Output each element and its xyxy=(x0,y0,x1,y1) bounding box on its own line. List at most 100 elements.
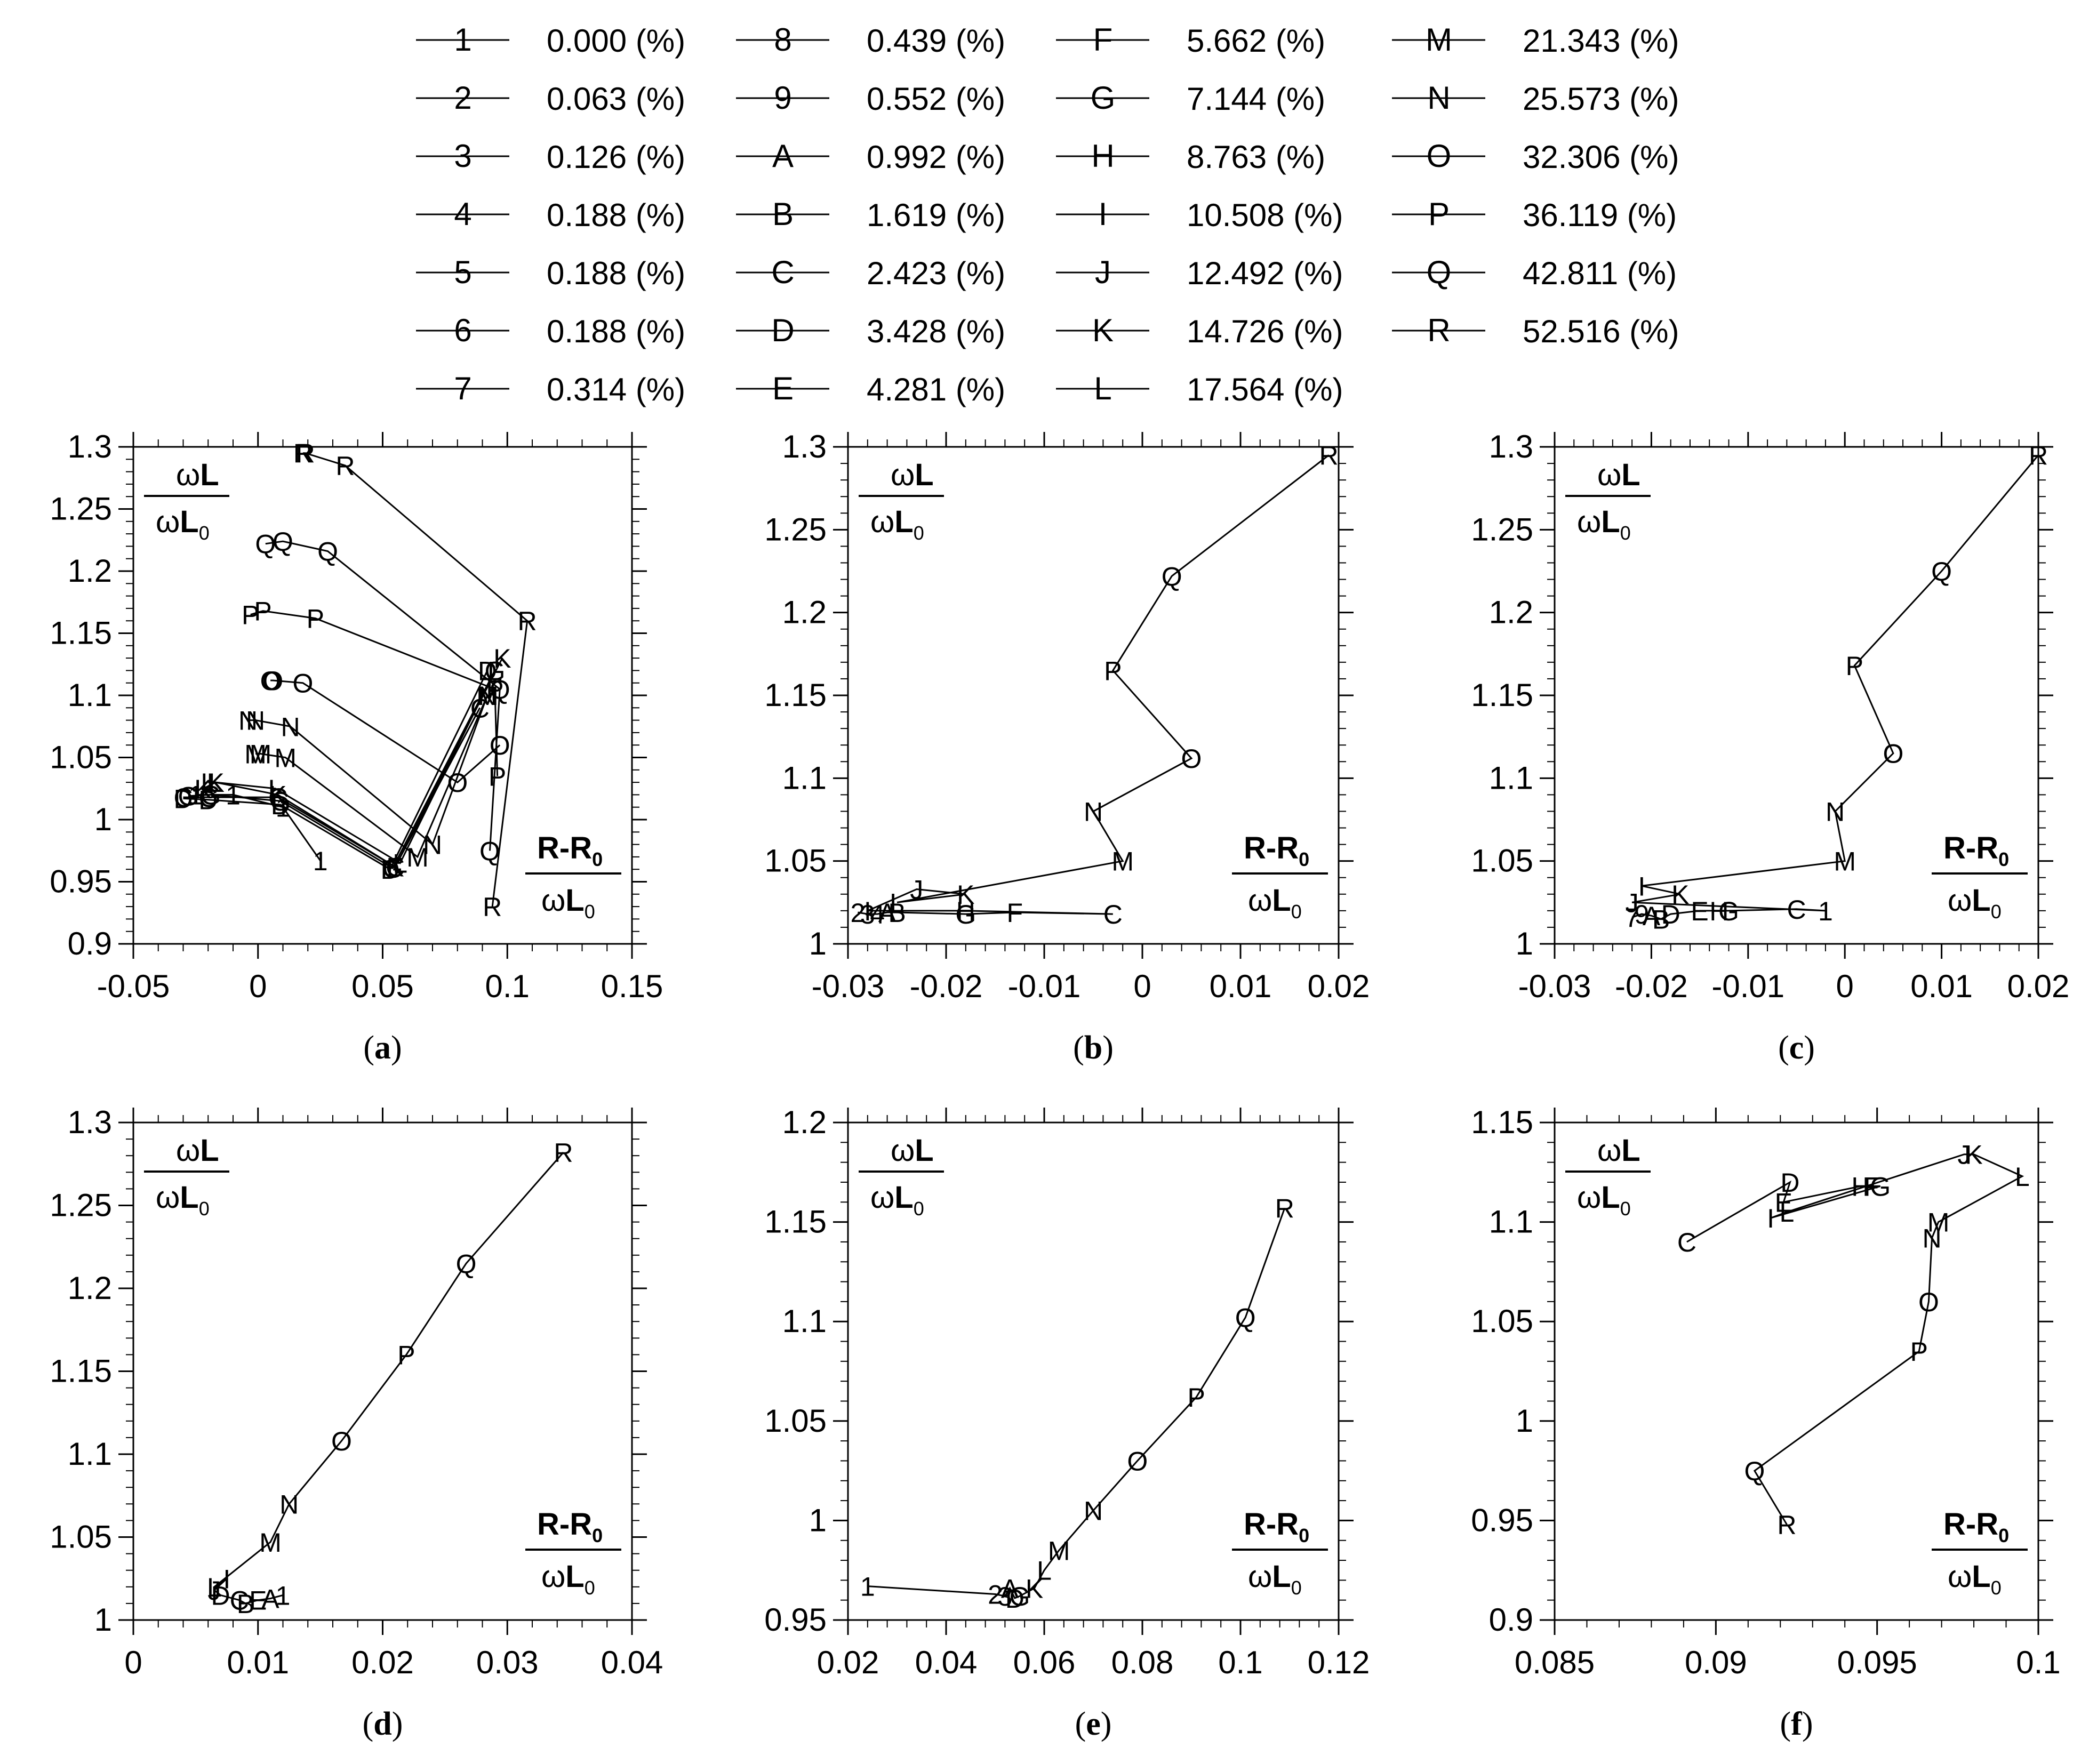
y-label-omega: ω xyxy=(176,458,200,492)
y-tick-label: 1.1 xyxy=(782,1303,827,1339)
data-point-marker: C xyxy=(230,1586,249,1616)
data-point-marker: B xyxy=(1652,904,1670,934)
x-label-numerator: R-R0 xyxy=(1943,831,2009,870)
y-tick-label: 1.05 xyxy=(50,740,112,775)
data-point-marker: M xyxy=(259,1528,282,1558)
y-label-omega: ω xyxy=(1597,458,1621,492)
data-point-marker: G xyxy=(1010,1582,1030,1611)
legend-entry-N: N 25.573 (%) xyxy=(1392,80,1679,117)
x-label-L0: L xyxy=(1272,1559,1291,1594)
y-tick-label: 1.3 xyxy=(782,429,827,464)
data-point-marker: I xyxy=(864,896,871,926)
x-label-omega: ω xyxy=(1948,883,1972,918)
panel-caption: (a) xyxy=(363,1030,402,1066)
legend-symbol: 9 xyxy=(774,80,791,116)
data-point-marker: C xyxy=(173,783,193,813)
x-tick-label: 0.03 xyxy=(476,1645,539,1680)
y-label-sub: 0 xyxy=(199,522,210,544)
series-R: RR RRR xyxy=(293,439,537,922)
legend-entry-K: K 14.726 (%) xyxy=(1056,312,1343,349)
series-line xyxy=(248,695,489,846)
y-tick-label: 1 xyxy=(809,1502,827,1538)
y-tick-label: 1.1 xyxy=(68,677,112,713)
legend-entry-A: A 0.992 (%) xyxy=(736,138,1005,175)
y-tick-label: 1.2 xyxy=(68,1270,112,1306)
legend-entry-L: L 17.564 (%) xyxy=(1056,371,1343,407)
y-label-L0: L xyxy=(180,1180,198,1215)
y-label-numerator: ωL xyxy=(891,1133,934,1168)
y-tick-label: 1.2 xyxy=(782,595,827,630)
legend-symbol: R xyxy=(1427,312,1450,348)
plot-frame xyxy=(132,1121,633,1621)
data-point-marker: O xyxy=(447,768,468,798)
y-tick-label: 1.25 xyxy=(764,511,827,547)
x-tick-label: 0.12 xyxy=(1308,1645,1370,1680)
x-label-omega: ω xyxy=(1948,1559,1972,1594)
series-line xyxy=(255,695,489,859)
data-point-marker: N xyxy=(1084,797,1103,827)
y-tick-label: 1.05 xyxy=(1471,1303,1533,1339)
y-label-omega2: ω xyxy=(1577,504,1601,539)
legend-value: 52.516 (%) xyxy=(1523,314,1679,349)
legend-entry-E: E 4.281 (%) xyxy=(736,371,1005,407)
data-point-marker: 2 xyxy=(850,898,865,928)
legend-entry-O: O 32.306 (%) xyxy=(1392,138,1679,175)
y-label-omega2: ω xyxy=(870,504,894,539)
y-label-sub: 0 xyxy=(1620,522,1631,544)
legend-value: 12.492 (%) xyxy=(1187,255,1343,291)
caption-open: ( xyxy=(1778,1030,1789,1066)
data-point-marker: Q xyxy=(1931,557,1952,587)
data-point-marker: Q xyxy=(479,836,500,866)
y-tick-label: 0.95 xyxy=(50,864,112,900)
data-point-marker: 3 xyxy=(997,1582,1012,1611)
x-tick-label: 0.04 xyxy=(601,1645,663,1680)
legend: 1 0.000 (%) 2 0.063 (%) 3 0.126 (%) 4 0.188 (%)… xyxy=(416,22,1679,407)
data-point-marker: I xyxy=(1767,1204,1774,1233)
panel-caption: (b) xyxy=(1073,1030,1114,1066)
data-point-marker: G xyxy=(1718,896,1739,926)
y-label-omega2: ω xyxy=(1577,1180,1601,1215)
x-label-R: R-R xyxy=(1943,1507,1998,1542)
data-point-marker: C xyxy=(1677,1228,1696,1257)
data-point-marker: R xyxy=(1777,1510,1796,1540)
y-tick-label: 0.95 xyxy=(764,1602,827,1638)
y-label-omega: ω xyxy=(891,1133,915,1168)
data-point-marker: G xyxy=(178,782,198,812)
series-line xyxy=(183,707,481,868)
legend-symbol: L xyxy=(1094,371,1111,406)
x-label-sub2: 0 xyxy=(585,901,595,923)
x-label-L0: L xyxy=(1272,883,1291,918)
caption-open: ( xyxy=(363,1030,374,1066)
series-line xyxy=(1631,454,2039,920)
data-point-marker: E xyxy=(1691,896,1708,926)
series-line xyxy=(867,1207,1286,1599)
y-tick-label: 1.15 xyxy=(764,1204,827,1240)
data-point-marker: C xyxy=(1787,895,1806,925)
legend-entry-J: J 12.492 (%) xyxy=(1056,254,1343,291)
legend-symbol: F xyxy=(1093,22,1113,58)
series-M: MM MMM xyxy=(244,681,498,872)
data-point-marker: G xyxy=(955,900,976,929)
legend-value: 0.188 (%) xyxy=(547,197,685,233)
y-tick-label: 1.15 xyxy=(764,677,827,713)
legend-value: 0.063 (%) xyxy=(547,81,685,117)
x-tick-label: 0.095 xyxy=(1837,1645,1917,1680)
legend-value: 32.306 (%) xyxy=(1523,139,1679,175)
legend-value: 36.119 (%) xyxy=(1523,197,1677,233)
caption-letter: c xyxy=(1789,1030,1804,1066)
data-point-marker: O xyxy=(331,1426,352,1456)
x-label-sub2: 0 xyxy=(1291,1577,1302,1599)
data-point-marker: M xyxy=(1834,847,1856,877)
x-tick-label: 0 xyxy=(1836,968,1854,1004)
data-point-marker: O xyxy=(260,666,281,696)
caption-close: ) xyxy=(1102,1030,1114,1066)
data-point-marker: P xyxy=(242,600,259,630)
x-label-R: R-R xyxy=(1943,831,1998,865)
x-tick-label: 0.1 xyxy=(2016,1645,2060,1680)
data-point-marker: N xyxy=(281,712,300,742)
data-point-marker: R xyxy=(518,606,537,636)
legend-symbol: G xyxy=(1091,80,1116,116)
legend-value: 0.552 (%) xyxy=(867,81,1005,117)
